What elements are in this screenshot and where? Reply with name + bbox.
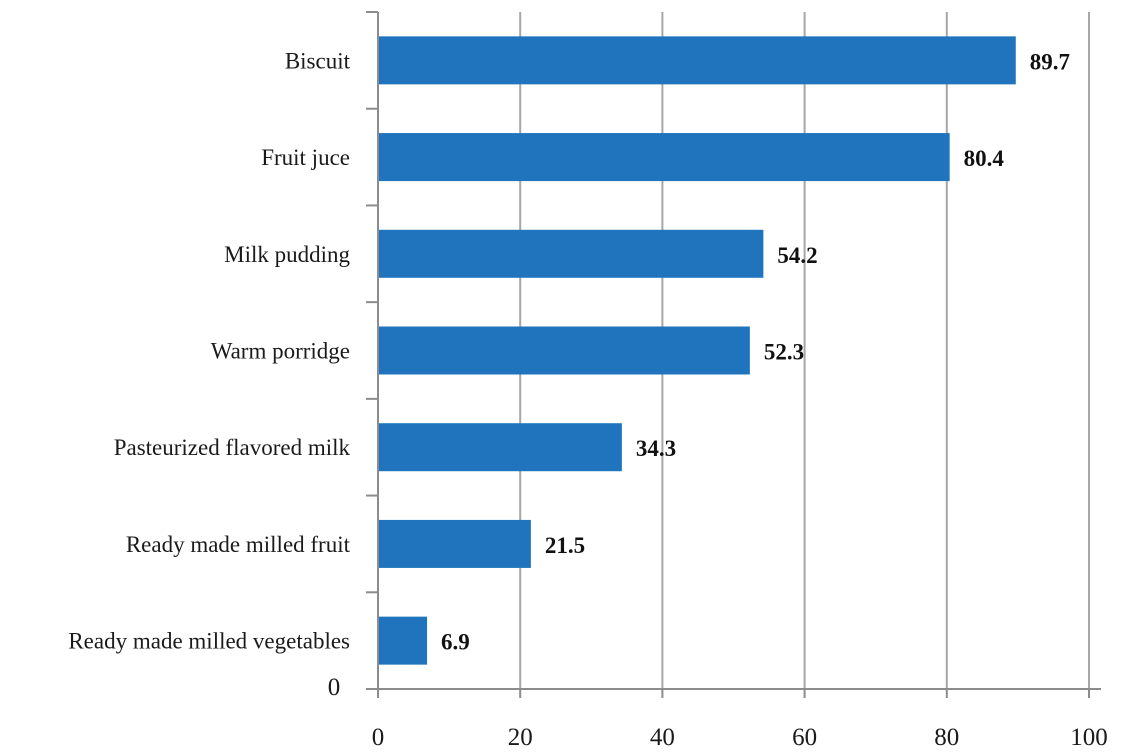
data-label: 54.2 [777, 243, 817, 268]
data-label: 34.3 [636, 436, 676, 461]
bar [379, 423, 622, 472]
x-tick-label: 40 [650, 724, 675, 751]
bars [379, 36, 1016, 665]
category-labels: Biscuit Fruit juce Milk pudding Warm porrid… [68, 48, 350, 653]
value-labels: 89.7 80.4 54.2 52.3 34.3 21.5 6.9 [441, 49, 1070, 654]
category-label: Ready made milled vegetables [68, 629, 350, 654]
x-tick-label: 60 [792, 724, 817, 751]
x-tick-label: 100 [1070, 724, 1108, 751]
x-tick-label: 80 [934, 724, 959, 751]
bar [379, 326, 750, 375]
x-tick-label: 0 [372, 724, 385, 751]
bar [379, 519, 531, 568]
category-label: Biscuit [285, 48, 351, 73]
category-label: Ready made milled fruit [126, 532, 351, 557]
category-label: Fruit juce [261, 145, 350, 170]
axes [366, 11, 1101, 698]
data-label: 21.5 [545, 533, 585, 558]
data-label: 80.4 [964, 146, 1005, 171]
x-tick-label: 20 [508, 724, 533, 751]
bar [379, 229, 764, 278]
bar [379, 616, 428, 665]
bar [379, 133, 950, 182]
category-label: Milk pudding [224, 242, 350, 267]
x-tick-labels: 0 20 40 60 80 100 [372, 724, 1108, 751]
bar [379, 36, 1016, 85]
data-label: 6.9 [441, 630, 470, 655]
gridlines [519, 12, 1090, 689]
category-label: Pasteurized flavored milk [114, 435, 351, 460]
data-label: 52.3 [764, 340, 804, 365]
data-label: 89.7 [1030, 49, 1070, 74]
y-origin-label: 0 [328, 674, 341, 701]
category-label: Warm porridge [211, 339, 350, 364]
